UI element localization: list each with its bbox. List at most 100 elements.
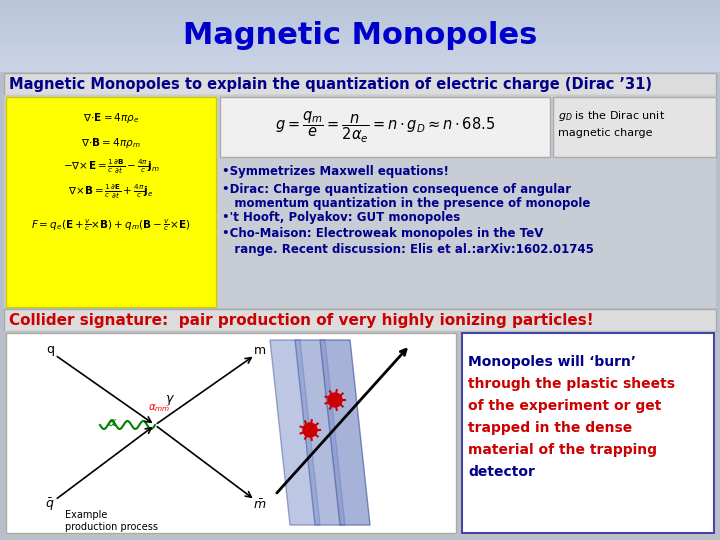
Bar [0,33,720,34]
Bar [0,37,720,38]
Bar [0,58,720,59]
Text: Magnetic Monopoles: Magnetic Monopoles [183,22,537,51]
Bar [0,53,720,54]
Text: $\gamma$: $\gamma$ [165,393,175,407]
Circle shape [303,423,317,437]
Text: m: m [254,343,266,356]
Bar [0,50,720,51]
Bar [4,331,716,536]
Text: q: q [46,343,54,356]
Bar [0,16,720,17]
Bar [0,5,720,6]
Text: through the plastic sheets: through the plastic sheets [468,377,675,391]
Text: trapped in the dense: trapped in the dense [468,421,632,435]
Bar [4,95,716,308]
Text: Example
production process: Example production process [65,510,158,531]
Polygon shape [295,340,345,525]
Text: $\nabla\!\times\!\mathbf{B} = \frac{1}{c}\frac{\partial\mathbf{E}}{\partial t} +: $\nabla\!\times\!\mathbf{B} = \frac{1}{c… [68,183,154,201]
Bar [6,333,456,533]
Bar [0,71,720,72]
Bar [0,30,720,31]
Text: $-\nabla\!\times\!\mathbf{E} = \frac{1}{c}\frac{\partial\mathbf{B}}{\partial t} : $-\nabla\!\times\!\mathbf{E} = \frac{1}{… [63,158,159,176]
Text: $g = \dfrac{q_m}{e} = \dfrac{n}{2\alpha_e} = n \cdot g_D \approx n \cdot 68.5$: $g = \dfrac{q_m}{e} = \dfrac{n}{2\alpha_… [275,110,495,145]
Bar [0,59,720,60]
Text: of the experiment or get: of the experiment or get [468,399,662,413]
Bar [220,97,550,157]
Bar [0,36,720,37]
Bar [0,24,720,25]
Text: $\bar{m}$: $\bar{m}$ [253,498,266,512]
Bar [0,56,720,57]
Bar [0,3,720,4]
Bar [0,1,720,2]
Bar [0,18,720,19]
Text: •Dirac: Charge quantization consequence of angular: •Dirac: Charge quantization consequence … [222,183,571,195]
Text: range. Recent discussion: Elis et al.:arXiv:1602.01745: range. Recent discussion: Elis et al.:ar… [222,242,594,255]
Bar [0,68,720,69]
Text: Magnetic Monopoles to explain the quantization of electric charge (Dirac ’31): Magnetic Monopoles to explain the quanti… [9,77,652,91]
Polygon shape [320,340,370,525]
Text: momentum quantization in the presence of monopole: momentum quantization in the presence of… [222,197,590,210]
Bar [0,14,720,15]
Bar [0,13,720,14]
Polygon shape [270,340,320,525]
Bar [0,45,720,46]
Bar [0,38,720,39]
Bar [0,29,720,30]
Bar [0,57,720,58]
Bar [0,34,720,35]
Bar [0,7,720,8]
Bar [0,48,720,49]
Text: $\alpha_{m\bar{m}}$: $\alpha_{m\bar{m}}$ [148,402,171,414]
Bar [0,44,720,45]
Bar [0,35,720,36]
Bar [0,28,720,29]
Bar [0,66,720,67]
Bar [0,46,720,47]
Text: •'t Hooft, Polyakov: GUT monopoles: •'t Hooft, Polyakov: GUT monopoles [222,212,460,225]
Text: •Symmetrizes Maxwell equations!: •Symmetrizes Maxwell equations! [222,165,449,178]
Text: material of the trapping: material of the trapping [468,443,657,457]
Bar [4,73,716,95]
Bar [0,2,720,3]
Text: $F = q_e(\mathbf{E}+\frac{v}{c}\!\times\!\mathbf{B})+q_m(\mathbf{B}-\frac{v}{c}\: $F = q_e(\mathbf{E}+\frac{v}{c}\!\times\… [31,217,191,233]
Bar [0,22,720,23]
Bar [0,4,720,5]
Bar [0,61,720,62]
Bar [0,65,720,66]
Bar [0,41,720,42]
Bar [0,40,720,41]
Bar [0,21,720,22]
Bar [0,70,720,71]
Bar [0,39,720,40]
Text: •Cho-Maison: Electroweak monopoles in the TeV: •Cho-Maison: Electroweak monopoles in th… [222,227,544,240]
Bar [0,8,720,9]
Bar [0,60,720,61]
Bar [0,25,720,26]
Text: magnetic charge: magnetic charge [558,128,652,138]
Bar [0,31,720,32]
Bar [0,42,720,43]
Text: $\bar{q}$: $\bar{q}$ [45,497,55,513]
Text: detector: detector [468,465,535,479]
Bar [0,26,720,27]
Text: $\alpha$: $\alpha$ [107,416,117,429]
Text: $\nabla\!\cdot\!\mathbf{E} = 4\pi\rho_e$: $\nabla\!\cdot\!\mathbf{E} = 4\pi\rho_e$ [83,111,139,125]
Bar [0,43,720,44]
Bar [0,55,720,56]
Bar [0,0,720,1]
Text: $g_D$ is the Dirac unit: $g_D$ is the Dirac unit [558,109,665,123]
Bar [553,97,716,157]
Bar [0,47,720,48]
Text: Collider signature:  pair production of very highly ionizing particles!: Collider signature: pair production of v… [9,313,593,327]
Bar [0,49,720,50]
Bar [0,12,720,13]
Bar [0,62,720,63]
Circle shape [328,393,342,407]
Bar [0,51,720,52]
Text: Monopoles will ‘burn’: Monopoles will ‘burn’ [468,355,636,369]
Bar [0,63,720,64]
Bar [0,69,720,70]
Bar [0,20,720,21]
Bar [0,67,720,68]
